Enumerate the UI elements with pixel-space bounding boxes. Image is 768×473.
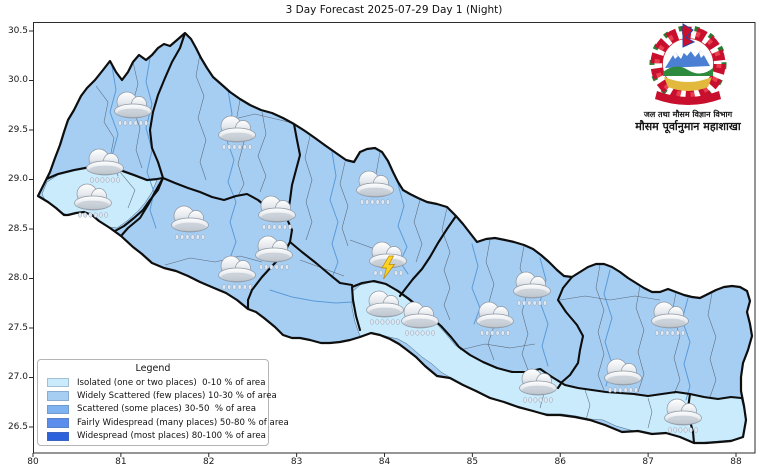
legend-item-widely_scattered: Widely Scattered (few places) 10-30 % of… [38, 389, 277, 402]
legend-swatch [47, 431, 69, 441]
nepal-region-widely-scattered [38, 33, 752, 443]
legend-label: Widely Scattered (few places) 10-30 % of… [77, 391, 277, 402]
legend-item-widespread: Widespread (most places) 80-100 % of are… [38, 430, 268, 443]
legend-swatch [47, 391, 69, 401]
mountain-graphic [665, 46, 710, 68]
x-tick-label: 80 [27, 457, 39, 467]
plot-frame [33, 22, 756, 454]
x-tick-label: 88 [730, 457, 742, 467]
legend-swatch [47, 418, 69, 428]
y-tick-label: 28.5 [7, 223, 28, 234]
legend-label: Isolated (one or two places) 0-10 % of a… [77, 377, 266, 388]
x-tick-label: 83 [290, 457, 303, 467]
district-boundaries [95, 53, 717, 429]
nepal-national-border [36, 31, 754, 445]
y-tick-label: 27.5 [7, 322, 28, 333]
axis-tick-marks [29, 30, 737, 457]
legend-label: Scattered (some places) 30-50 % of area [77, 404, 256, 415]
x-tick-label: 84 [378, 457, 391, 467]
legend-swatch [47, 404, 69, 415]
map-body [38, 33, 752, 443]
x-tick-label: 85 [466, 457, 479, 467]
dhm-emblem [649, 23, 727, 105]
y-tick-label: 30.0 [7, 75, 28, 85]
legend-item-scattered: Scattered (some places) 30-50 % of area [38, 403, 268, 416]
legend-swatch [47, 377, 69, 388]
x-tick-label: 81 [115, 457, 127, 467]
x-tick-label: 87 [642, 457, 654, 467]
legend-label: Widespread (most places) 80-100 % of are… [77, 431, 266, 442]
y-tick-label: 30.5 [7, 25, 28, 36]
nepal-flag [682, 23, 696, 48]
dhm-logo: जल तथा मौसम विज्ञान विभाग मौसम पूर्वानुम… [616, 23, 760, 134]
y-tick-label: 28.0 [7, 273, 28, 283]
banner-ribbon [655, 91, 721, 105]
y-tick-label: 27.0 [7, 372, 28, 382]
legend-title: Legend [135, 363, 171, 374]
y-tick-label: 29.5 [7, 124, 28, 135]
legend-item-isolated: Isolated (one or two places) 0-10 % of a… [38, 376, 268, 389]
logo-text-line2: मौसम पूर्वानुमान महाशाखा [635, 120, 741, 133]
legend-item-fairly_widespread: Fairly Widespread (many places) 50-80 % … [38, 416, 289, 429]
logo-text-line1: जल तथा मौसम विज्ञान विभाग [643, 110, 733, 119]
y-tick-label: 26.5 [7, 421, 28, 432]
legend: Legend Isolated (one or two places) 0-10… [37, 359, 289, 446]
legend-items: Isolated (one or two places) 0-10 % of a… [38, 376, 289, 443]
legend-label: Fairly Widespread (many places) 50-80 % … [77, 417, 289, 428]
x-tick-label: 82 [203, 457, 215, 467]
x-tick-label: 86 [554, 457, 566, 467]
plot-title: 3 Day Forecast 2025-07-29 Day 1 (Night) [285, 4, 503, 16]
y-tick-label: 29.0 [7, 174, 28, 184]
